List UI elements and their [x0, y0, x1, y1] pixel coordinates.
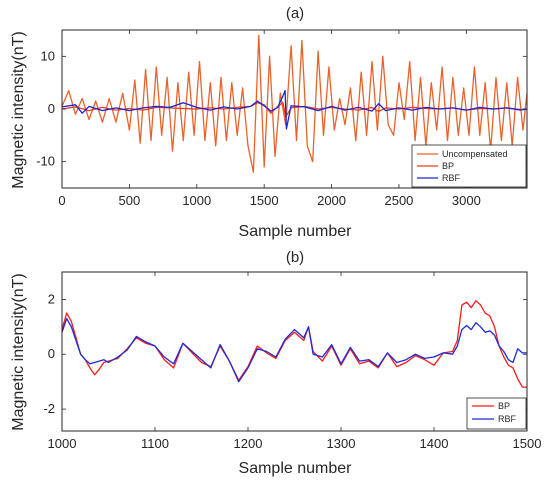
y-tick-label: -2 [43, 401, 55, 416]
series-line-uncompensated [61, 34, 528, 173]
legend-rbf-label: RBF [442, 173, 461, 183]
y-tick-label: 2 [48, 291, 55, 306]
x-tick-label: 1000 [182, 193, 211, 208]
x-tick-label: 2500 [384, 193, 413, 208]
panel-b: (b) 1000 1100 1200 1300 1400 1500 -2 0 2 Sample… [10, 249, 541, 477]
panel-a-series [61, 34, 528, 173]
panel-a-y-ticks: -10 0 10 [36, 48, 527, 169]
panel-a-ylabel: Magnetic intensity(nT) [10, 31, 27, 188]
x-tick-label: 1200 [234, 436, 263, 451]
panel-b-xlabel: Sample number [239, 460, 353, 477]
panel-b-legend: BP RBF [466, 397, 527, 430]
legend-bp-label: BP [442, 161, 454, 171]
series-line-rbf [61, 89, 528, 130]
panel-b-axes-box [61, 271, 528, 432]
y-tick-label: 10 [41, 48, 55, 63]
legend-bp-b-label: BP [498, 401, 510, 411]
panel-b-x-ticks: 1000 1100 1200 1300 1400 1500 [48, 272, 542, 451]
panel-b-ylabel: Magnetic intensity(nT) [10, 273, 27, 430]
x-tick-label: 1000 [48, 436, 77, 451]
panel-a-title: (a) [286, 5, 304, 22]
series-line-rbf [61, 317, 527, 383]
y-tick-label: 0 [48, 101, 55, 116]
panel-b-series [61, 300, 527, 388]
x-tick-label: 1500 [250, 193, 279, 208]
x-tick-label: 1500 [513, 436, 542, 451]
panel-b-legend-box [466, 397, 527, 430]
x-tick-label: 1400 [420, 436, 449, 451]
panel-a-x-ticks: 0 500 1000 1500 2000 2500 3000 [58, 30, 481, 208]
x-tick-label: 0 [58, 193, 65, 208]
y-tick-label: 0 [48, 346, 55, 361]
x-tick-label: 2000 [317, 193, 346, 208]
x-tick-label: 1300 [327, 436, 356, 451]
legend-rbf-b-label: RBF [498, 414, 517, 424]
y-tick-label: -10 [36, 154, 55, 169]
legend-uncompensated-label: Uncompensated [442, 149, 508, 159]
panel-b-y-ticks: -2 0 2 [43, 291, 527, 416]
x-tick-label: 1100 [141, 436, 169, 451]
panel-a: (a) 0 500 1000 1500 2000 2500 3000 -10 0 10 Samp… [10, 5, 528, 240]
x-tick-label: 500 [119, 193, 141, 208]
x-tick-label: 3000 [452, 193, 481, 208]
panel-a-xlabel: Sample number [239, 223, 353, 240]
panel-a-legend: Uncompensated BP RBF [411, 144, 527, 188]
panel-b-title: (b) [286, 249, 304, 266]
